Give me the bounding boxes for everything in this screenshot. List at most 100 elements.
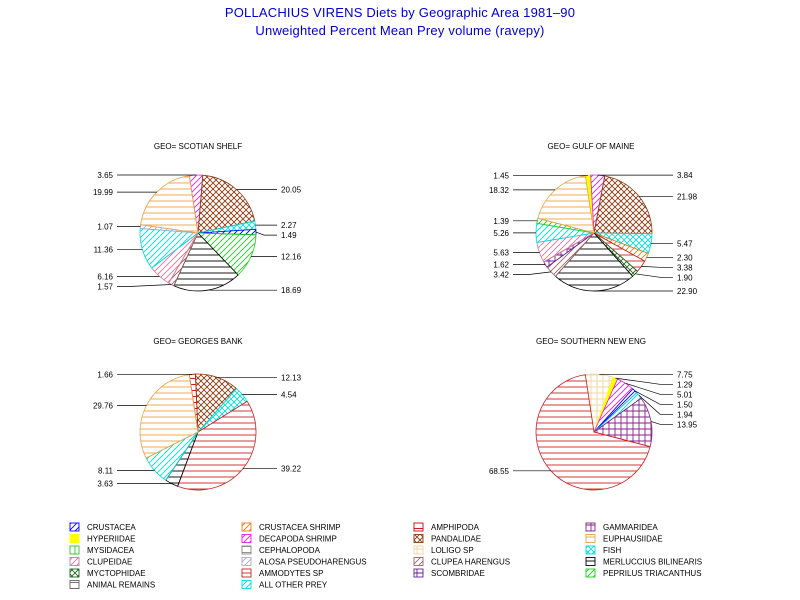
slice-data-label: 1.45 [493,171,509,180]
pie-slice-merluccius-bilinearis [554,232,634,292]
legend-swatch-fish [585,545,596,555]
slice-data-label: 21.98 [677,192,698,201]
slice-data-label: 18.32 [489,186,510,195]
slice-data-label: 1.94 [677,410,693,419]
slice-data-label: 5.26 [493,229,509,238]
legend-swatch-decapoda-shrimp [241,534,252,543]
pie-bottom-right: GEO= SOUTHERN NEW ENG 7.751.295.011.501.9… [489,337,698,491]
pie-title: GEO= SOUTHERN NEW ENG [536,337,646,346]
slice-data-label: 5.63 [493,249,509,258]
slice-data-label: 1.50 [677,400,693,409]
legend-label: AMPHIPODA [431,523,480,532]
legend-label: CRUSTACEA SHRIMP [259,523,341,532]
legend-label: EUPHAUSIIDAE [603,535,663,544]
leader-line [117,284,172,287]
legend-label: LOLIGO SP [431,546,474,555]
leader-line [615,377,673,385]
legend-swatch-ammodytes-sp [241,568,252,578]
slice-data-label: 3.65 [97,171,113,180]
leader-line [635,273,673,278]
leader-line [650,421,673,425]
pie-slice-euphausiidae [537,175,595,234]
legend-swatch-animal-remains [69,580,80,589]
legend-swatch-amphipoda [413,522,424,532]
legend-label: ALOSA PSEUDOHARENGUS [259,558,367,567]
pie-slice-euphausiidae [140,175,199,234]
legend-swatch-mysidacea [69,545,80,555]
pie-bottom-left: GEO= GEORGES BANK 12.13 4.54 39.22 1.66 29.76… [93,337,302,491]
slice-data-label: 29.76 [93,401,114,410]
pie-title: GEO= SCOTIAN SHELF [154,142,242,151]
slice-data-label: 5.47 [677,240,693,249]
legend-label: ALL OTHER PREY [259,581,328,590]
legend-swatch-crustacea [69,522,80,532]
leader-line [641,266,673,268]
pie-slice-gammaridea [593,397,653,448]
legend-label: FISH [603,546,621,555]
legend-label: PEPRILUS TRIACANTHUS [603,569,702,578]
legend: CRUSTACEA CRUSTACEA SHRIMP AMPHIPODA GAMMAR… [69,522,702,590]
slice-data-label: 4.54 [281,391,297,400]
slice-data-label: 13.95 [677,420,698,429]
legend-label: MYCTOPHIDAE [87,569,146,578]
legend-label: GAMMARIDEA [603,523,658,532]
slice-data-label: 3.38 [677,263,693,272]
slice-data-label: 1.29 [677,380,693,389]
slice-data-label: 12.13 [281,373,302,382]
pie-title: GEO= GULF OF MAINE [548,142,635,151]
slice-data-label: 2.30 [677,253,693,262]
slice-data-label: 1.90 [677,273,693,282]
slice-data-label: 1.57 [97,282,113,291]
pie-slice-ammodytes-sp [535,374,651,491]
slice-data-label: 11.36 [94,245,114,254]
slice-data-label: 8.11 [98,466,114,475]
legend-label: DECAPODA SHRIMP [259,535,337,544]
legend-swatch-myctophidae [69,568,80,578]
pie-title: GEO= GEORGES BANK [153,337,243,346]
slice-data-label: 5.01 [677,390,693,399]
slice-data-label: 3.84 [677,171,693,180]
slice-data-label: 68.55 [489,467,510,476]
legend-swatch-gammaridea [585,522,596,532]
slice-data-label: 2.27 [281,221,297,230]
slice-data-label: 1.49 [281,231,297,240]
slice-data-label: 20.05 [281,186,302,195]
legend-swatch-crustacea-shrimp [241,522,252,532]
legend-swatch-clupeidae [69,557,80,566]
legend-label: AMMODYTES SP [259,569,323,578]
legend-swatch-alosa-pseudoharengus [241,557,252,566]
leader-line [513,271,552,275]
legend-swatch-peprilus-triacanthus [585,568,596,578]
slice-data-label: 7.75 [677,370,693,379]
pie-slice-pandalidae [197,174,256,234]
pie-top-left: GEO= SCOTIAN SHELF 20.05 2.271.49 12.16 18.6… [93,142,302,295]
slice-data-label: 12.16 [281,253,302,262]
leader-line [634,390,673,405]
legend-swatch-euphausiidae [585,534,596,543]
legend-label: CEPHALOPODA [259,546,321,555]
slice-data-label: 22.90 [677,287,698,296]
leader-line [625,382,673,395]
legend-label: SCOMBRIDAE [431,569,485,578]
slice-data-label: 3.63 [97,480,113,489]
legend-swatch-pandalidae [413,534,424,543]
legend-label: MERLUCCIUS BILINEARIS [603,558,702,567]
legend-label: CLUPEA HARENGUS [431,558,510,567]
legend-label: HYPERIIDAE [87,535,135,544]
slice-data-label: 3.42 [493,271,509,280]
legend-label: PANDALIDAE [431,535,481,544]
slice-data-label: 39.22 [281,465,302,474]
slice-data-label: 1.66 [97,370,113,379]
legend-swatch-clupea-harengus [413,557,424,566]
legend-swatch-all-other-prey [241,580,252,589]
legend-swatch-loligo-sp [413,545,424,555]
slice-data-label: 1.39 [493,217,509,226]
pie-top-right: GEO= GULF OF MAINE3.8421.985.472.303.381… [489,142,698,296]
slice-data-label: 18.69 [281,286,302,295]
leader-line [638,395,673,415]
legend-label: ANIMAL REMAINS [87,581,155,590]
pie-slice-ammodytes-sp [177,400,257,491]
slice-data-label: 6.16 [97,272,113,281]
slice-data-label: 19.99 [93,188,114,197]
